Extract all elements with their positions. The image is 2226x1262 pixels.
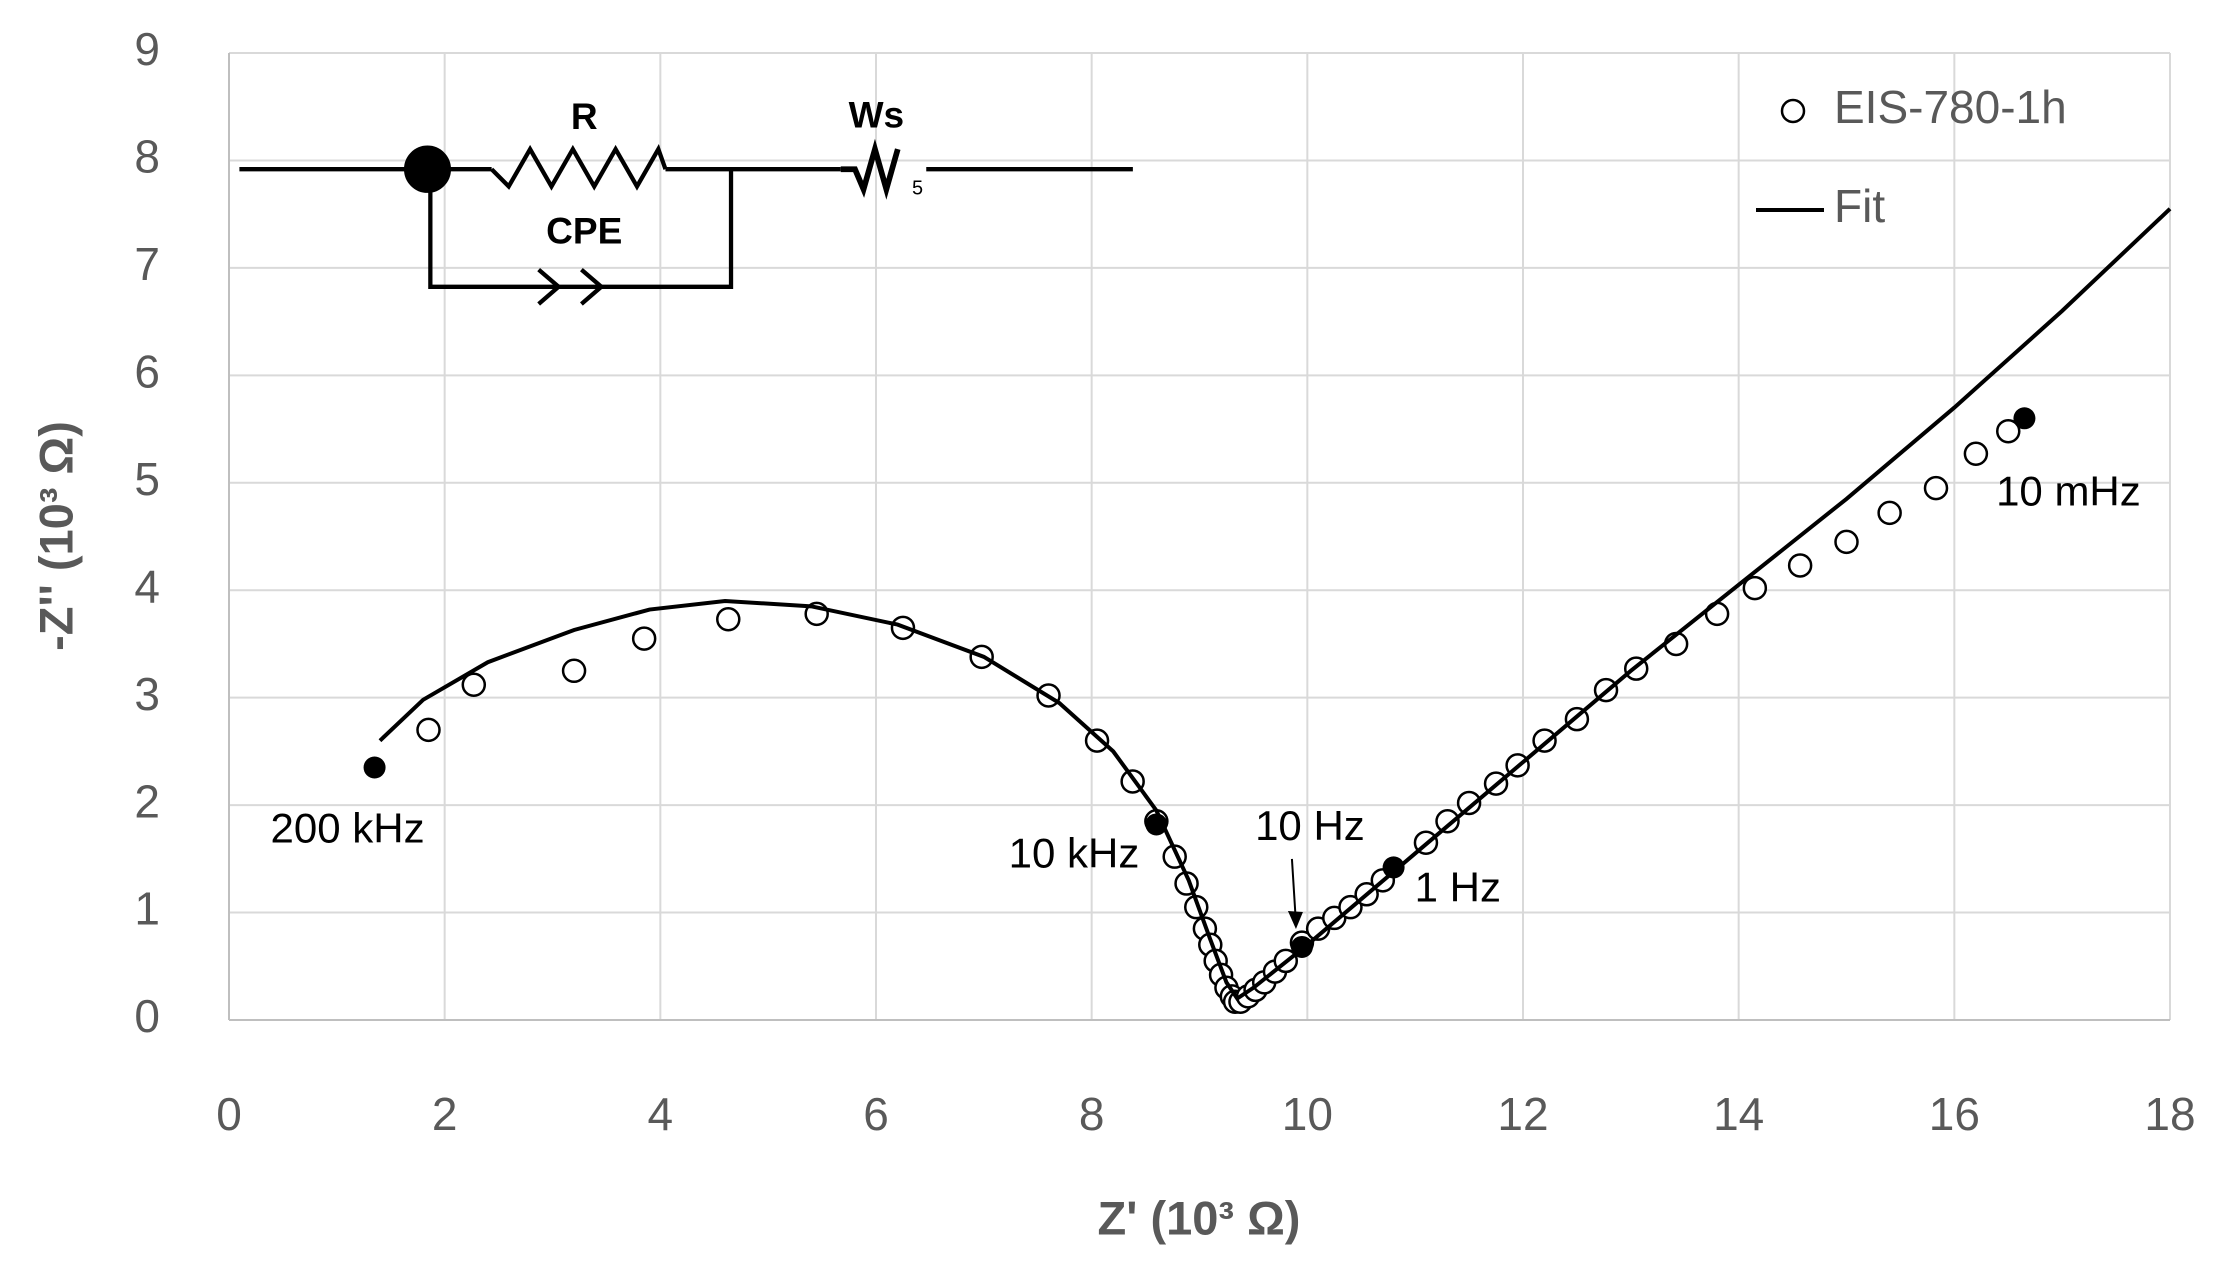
y-tick-label: 3 xyxy=(134,668,160,720)
circuit-label: 5 xyxy=(912,178,923,200)
y-tick-label: 9 xyxy=(134,23,160,75)
data-point xyxy=(416,717,441,743)
annotation: 10 mHz xyxy=(1996,467,2141,514)
legend-label: Fit xyxy=(1834,180,1885,232)
highlight-point xyxy=(1290,935,1313,958)
data-point xyxy=(1923,475,1949,501)
legend-label: EIS-780-1h xyxy=(1834,81,2067,133)
data-point xyxy=(561,658,587,684)
highlight-point xyxy=(2013,407,2036,430)
circuit-label: Ws xyxy=(849,93,905,135)
y-tick-label: 4 xyxy=(134,560,160,612)
cpe-symbol xyxy=(580,267,605,306)
circuit-diagram: R CPE Ws 5 xyxy=(239,93,1133,306)
x-tick-label: 2 xyxy=(432,1088,458,1140)
circuit-label: R xyxy=(571,95,598,137)
x-tick-label: 8 xyxy=(1079,1088,1105,1140)
data-point xyxy=(1963,441,1989,467)
highlight-point xyxy=(1382,856,1405,879)
circuit-label: CPE xyxy=(546,209,622,251)
data-point xyxy=(1996,418,2021,444)
annotation: 1 Hz xyxy=(1415,864,1501,911)
highlight-point xyxy=(1145,813,1168,836)
y-tick-label: 8 xyxy=(134,131,160,183)
data-point xyxy=(716,606,741,632)
y-axis-title: -Z'' (10³ Ω) xyxy=(29,421,82,651)
data-point xyxy=(631,626,657,651)
data-point xyxy=(1084,728,1110,753)
x-tick-label: 18 xyxy=(2144,1088,2195,1140)
y-tick-label: 5 xyxy=(134,453,160,505)
fit-line xyxy=(378,207,2172,1002)
x-tick-label: 4 xyxy=(648,1088,674,1140)
data-point xyxy=(1456,790,1482,816)
data-point xyxy=(1787,553,1813,578)
data-point xyxy=(1742,575,1768,601)
legend-marker xyxy=(1780,98,1806,124)
data-point xyxy=(1877,500,1902,526)
annotation: 10 kHz xyxy=(1009,830,1140,877)
y-tick-label: 1 xyxy=(134,883,160,935)
y-tick-label: 7 xyxy=(134,238,160,290)
wire xyxy=(428,169,734,289)
x-axis-title: Z' (10³ Ω) xyxy=(1098,1191,1301,1244)
y-tick-label: 2 xyxy=(134,775,160,827)
resistor xyxy=(490,144,668,191)
data-point xyxy=(461,672,487,698)
x-tick-label: 12 xyxy=(1497,1088,1548,1140)
arrow-head xyxy=(1287,910,1303,929)
node xyxy=(403,145,452,193)
annotation: 200 kHz xyxy=(271,805,425,852)
annotation: 10 Hz xyxy=(1255,802,1365,849)
data-point xyxy=(1435,808,1460,834)
x-tick-label: 14 xyxy=(1713,1088,1764,1140)
data-point xyxy=(1834,529,1859,555)
cpe-symbol xyxy=(537,267,562,306)
x-tick-label: 6 xyxy=(863,1088,889,1140)
x-tick-label: 10 xyxy=(1282,1088,1333,1140)
y-tick-label: 0 xyxy=(134,990,160,1042)
y-tick-label: 6 xyxy=(134,345,160,397)
highlight-point xyxy=(363,756,386,779)
warburg-symbol xyxy=(840,138,901,200)
x-tick-label: 0 xyxy=(216,1088,242,1140)
x-tick-label: 16 xyxy=(1929,1088,1980,1140)
